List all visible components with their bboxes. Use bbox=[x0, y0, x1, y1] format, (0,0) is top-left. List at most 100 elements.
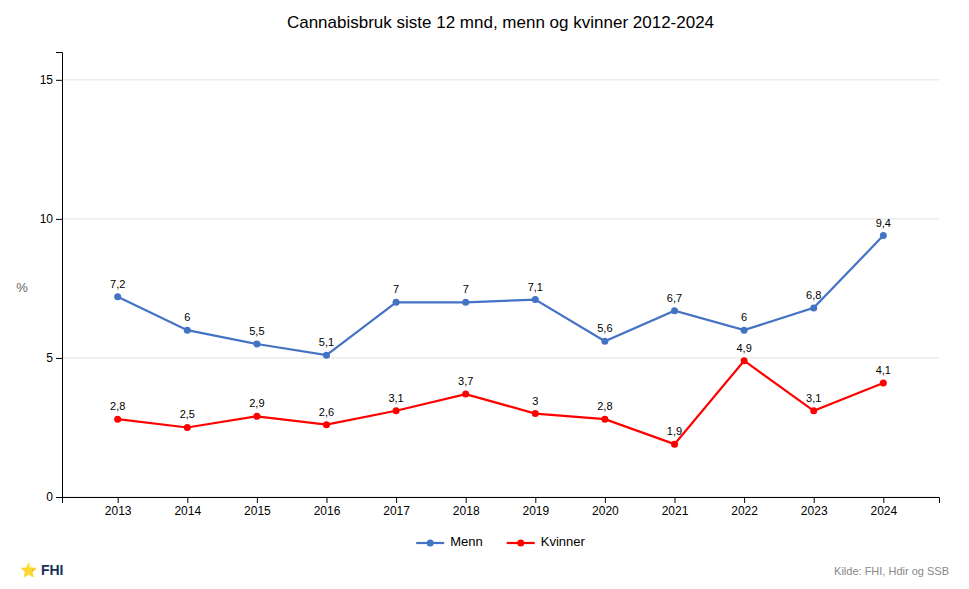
x-axis: 2013 2014 2015 2016 2017 2018 2019 2020 2021 2022… bbox=[63, 497, 940, 518]
tick: 0 bbox=[46, 490, 62, 504]
tick-label: 0 bbox=[46, 490, 53, 504]
point bbox=[741, 357, 748, 364]
tick: 2020 bbox=[592, 497, 619, 518]
tick-mark bbox=[257, 497, 258, 503]
legend-item: Kvinner bbox=[507, 534, 586, 549]
tick-label: 2020 bbox=[592, 504, 619, 518]
legend-label: Kvinner bbox=[541, 534, 586, 549]
tick-mark bbox=[675, 497, 676, 503]
point bbox=[601, 416, 608, 423]
axis-domain bbox=[56, 53, 63, 498]
legend: MennKvinner bbox=[416, 534, 585, 549]
tick: 2021 bbox=[662, 497, 689, 518]
tick-mark bbox=[56, 497, 62, 498]
grid-line bbox=[62, 79, 939, 80]
series-marks bbox=[114, 232, 887, 448]
tick-label: 2016 bbox=[314, 504, 341, 518]
data-label: 1,9 bbox=[667, 425, 682, 437]
tick: 2019 bbox=[522, 497, 549, 518]
grid-line bbox=[62, 357, 939, 358]
grid bbox=[62, 80, 939, 497]
point bbox=[532, 296, 539, 303]
series-line bbox=[118, 236, 884, 356]
tick: 2018 bbox=[453, 497, 480, 518]
tick-label: 2019 bbox=[522, 504, 549, 518]
data-label: 3 bbox=[532, 395, 538, 407]
tick: 2022 bbox=[731, 497, 758, 518]
point bbox=[114, 293, 121, 300]
tick: 2024 bbox=[870, 497, 897, 518]
tick-mark bbox=[56, 358, 62, 359]
tick-mark bbox=[56, 219, 62, 220]
tick-label: 5 bbox=[46, 351, 53, 365]
point bbox=[810, 304, 817, 311]
point bbox=[253, 413, 260, 420]
tick-mark bbox=[605, 497, 606, 503]
tick-mark bbox=[744, 497, 745, 503]
data-labels: 7,265,55,1777,15,66,766,89,42,82,52,92,6… bbox=[110, 217, 891, 438]
point bbox=[323, 421, 330, 428]
tick: 2023 bbox=[801, 497, 828, 518]
data-label: 2,8 bbox=[597, 400, 612, 412]
legend-swatch-marker bbox=[517, 540, 524, 547]
grid-line bbox=[62, 218, 939, 219]
point bbox=[393, 299, 400, 306]
data-label: 9,4 bbox=[876, 217, 891, 229]
tick-label: 2024 bbox=[870, 504, 897, 518]
tick-label: 2015 bbox=[244, 504, 271, 518]
data-label: 6,7 bbox=[667, 292, 682, 304]
tick-mark bbox=[396, 497, 397, 503]
tick-label: 2018 bbox=[453, 504, 480, 518]
point bbox=[741, 327, 748, 334]
axis-domain bbox=[63, 498, 940, 504]
point bbox=[880, 232, 887, 239]
data-label: 2,5 bbox=[180, 408, 195, 420]
logo-text: ⭐ FHI bbox=[20, 562, 63, 578]
tick-mark bbox=[814, 497, 815, 503]
data-label: 3,1 bbox=[806, 392, 821, 404]
tick-mark bbox=[466, 497, 467, 503]
tick: 15 bbox=[40, 73, 62, 87]
y-axis: 051015 bbox=[40, 53, 63, 505]
data-label: 5,5 bbox=[249, 325, 264, 337]
tick: 2017 bbox=[383, 497, 410, 518]
source-note: Kilde: FHI, Hdir og SSB bbox=[834, 565, 949, 577]
tick-label: 2014 bbox=[174, 504, 201, 518]
tick-label: 2017 bbox=[383, 504, 410, 518]
tick-label: 15 bbox=[40, 73, 54, 87]
chart-svg: 0510152013201420152016201720182019202020… bbox=[0, 0, 969, 589]
point bbox=[601, 338, 608, 345]
data-label: 7 bbox=[393, 283, 399, 295]
tick-label: 2021 bbox=[662, 504, 689, 518]
tick-mark bbox=[535, 497, 536, 503]
data-label: 7,2 bbox=[110, 278, 125, 290]
data-label: 5,1 bbox=[319, 336, 334, 348]
data-label: 7,1 bbox=[528, 281, 543, 293]
data-label: 7 bbox=[463, 283, 469, 295]
point bbox=[323, 352, 330, 359]
title: Cannabisbruk siste 12 mnd, menn og kvinn… bbox=[287, 13, 714, 32]
legend-swatch-marker bbox=[427, 540, 434, 547]
series-line bbox=[118, 361, 884, 444]
point bbox=[393, 407, 400, 414]
tick: 2014 bbox=[174, 497, 201, 518]
point bbox=[810, 407, 817, 414]
point bbox=[880, 379, 887, 386]
data-label: 5,6 bbox=[597, 322, 612, 334]
data-label: 4,1 bbox=[876, 364, 891, 376]
point bbox=[184, 424, 191, 431]
data-label: 2,9 bbox=[249, 397, 264, 409]
plot-area: 0510152013201420152016201720182019202020… bbox=[40, 53, 940, 518]
point bbox=[114, 416, 121, 423]
tick-label: 2023 bbox=[801, 504, 828, 518]
point bbox=[671, 307, 678, 314]
data-label: 4,9 bbox=[736, 342, 751, 354]
data-label: 6 bbox=[184, 311, 190, 323]
tick-mark bbox=[118, 497, 119, 503]
tick: 5 bbox=[46, 351, 62, 365]
tick: 2015 bbox=[244, 497, 271, 518]
tick: 2013 bbox=[105, 497, 132, 518]
data-label: 3,1 bbox=[388, 392, 403, 404]
tick-mark bbox=[187, 497, 188, 503]
point bbox=[462, 391, 469, 398]
